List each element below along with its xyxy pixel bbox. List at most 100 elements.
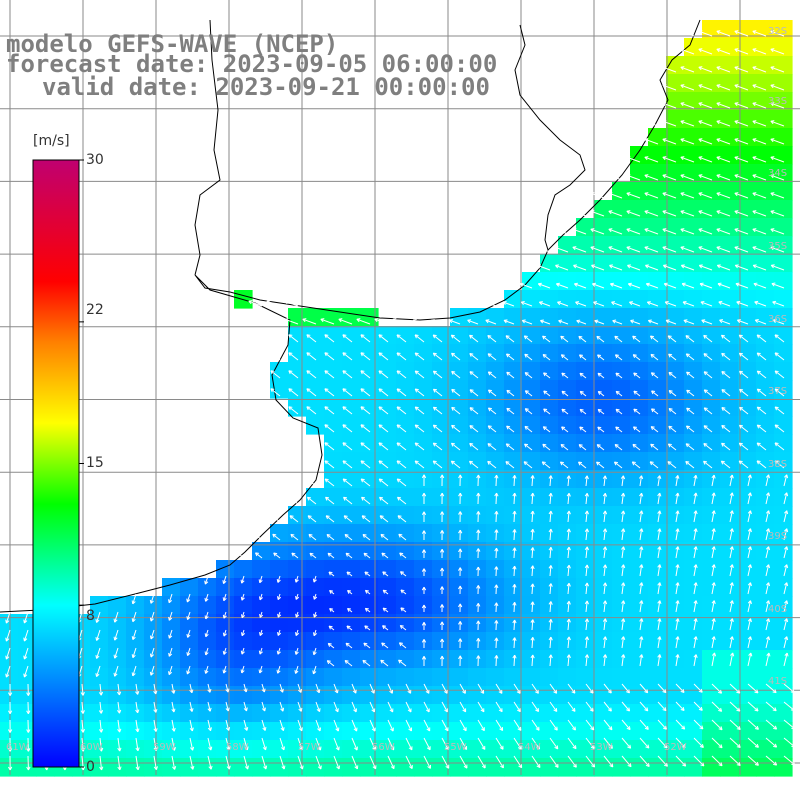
field-cell (504, 470, 523, 489)
wind-arrow (662, 120, 677, 127)
wind-arrow (770, 156, 785, 163)
wind-arrow (530, 637, 535, 649)
wind-arrow (325, 496, 335, 505)
wind-arrow (254, 533, 263, 541)
wind-arrow (432, 388, 443, 397)
field-cell (612, 596, 631, 615)
field-cell (630, 614, 649, 633)
wind-arrow (326, 660, 335, 667)
field-cell (684, 398, 703, 417)
wind-arrow (667, 335, 677, 343)
wind-arrow (765, 492, 771, 505)
wind-arrow (344, 533, 353, 541)
field-cell (594, 722, 613, 741)
wind-arrow (421, 568, 427, 577)
field-cell (558, 452, 577, 471)
field-cell (324, 452, 343, 471)
wind-arrow (222, 629, 227, 637)
field-cell (702, 722, 721, 741)
wind-arrow (675, 528, 680, 541)
wind-arrow (774, 370, 785, 379)
wind-arrow (485, 319, 497, 325)
wind-arrow (693, 755, 705, 767)
wind-arrow (521, 319, 533, 325)
wind-arrow (752, 246, 767, 253)
field-cell (540, 650, 559, 669)
field-cell (702, 596, 721, 615)
wind-arrow (512, 619, 517, 631)
wind-arrow (649, 461, 659, 469)
field-cell (0, 614, 19, 633)
wind-arrow (168, 611, 173, 621)
wind-arrow (753, 282, 767, 289)
wind-arrow (476, 585, 481, 595)
field-cell (252, 614, 271, 633)
lat-label: 40S (768, 604, 788, 615)
wind-arrow (531, 701, 540, 713)
wind-arrow (693, 701, 703, 711)
wind-arrow (597, 390, 605, 397)
wind-arrow (295, 611, 300, 618)
wind-arrow (333, 737, 340, 751)
wind-arrow (597, 426, 605, 433)
wind-arrow (26, 683, 31, 696)
field-cell (486, 506, 505, 525)
field-cell (738, 740, 757, 759)
field-cell (180, 740, 199, 759)
wind-arrow (603, 701, 612, 712)
wind-arrow (734, 156, 749, 163)
wind-arrow (662, 138, 677, 145)
field-cell (0, 650, 19, 669)
wind-arrow (279, 719, 285, 732)
field-cell (234, 632, 253, 651)
wind-arrow (476, 529, 481, 541)
wind-arrow (459, 755, 468, 769)
lon-label: 56W (372, 742, 395, 753)
field-cell (0, 758, 19, 777)
wind-arrow (566, 582, 571, 595)
wind-arrow (225, 701, 230, 712)
wind-arrow (647, 319, 659, 325)
wind-arrow (664, 301, 677, 307)
wind-arrow (204, 647, 209, 656)
field-cell (684, 632, 703, 651)
wind-arrow (99, 755, 104, 771)
field-cell (198, 686, 217, 705)
wind-arrow (487, 353, 497, 361)
field-cell (342, 470, 361, 489)
wind-arrow (258, 575, 263, 584)
wind-arrow (548, 492, 553, 505)
wind-arrow (279, 683, 284, 693)
field-cell (468, 488, 487, 507)
wind-arrow (449, 319, 461, 325)
wind-arrow (578, 444, 587, 451)
wind-arrow (324, 442, 335, 451)
wind-arrow (327, 642, 335, 649)
wind-arrow (576, 319, 587, 325)
field-cell (342, 722, 361, 741)
wind-arrow (327, 552, 335, 559)
wind-arrow (549, 683, 558, 694)
wind-arrow (608, 246, 623, 253)
wind-arrow (378, 442, 389, 451)
field-cell (594, 578, 613, 597)
field-cell (720, 506, 739, 525)
field-cell (378, 488, 397, 507)
field-cell (270, 740, 289, 759)
field-cell (342, 524, 361, 543)
field-cell (720, 596, 739, 615)
field-cell (774, 380, 793, 399)
field-cell (144, 686, 163, 705)
wind-arrow (675, 737, 686, 749)
wind-arrow (662, 264, 677, 271)
wind-arrow (680, 84, 695, 91)
field-cell (558, 434, 577, 453)
field-cell (486, 668, 505, 687)
wind-arrow (747, 636, 752, 649)
field-cell (270, 524, 289, 543)
wind-arrow (558, 319, 569, 325)
wind-arrow (699, 282, 713, 289)
field-cell (180, 632, 199, 651)
wind-arrow (135, 683, 140, 695)
field-cell (396, 398, 415, 417)
